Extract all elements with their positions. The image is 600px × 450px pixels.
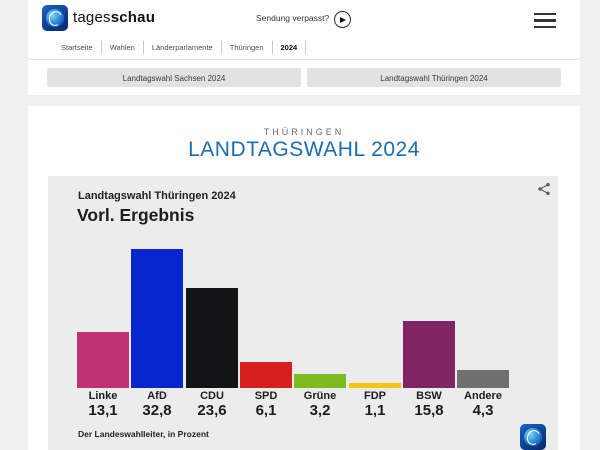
bar-label-Grüne: Grüne	[303, 390, 337, 402]
bar-value-SPD: 6,1	[255, 402, 277, 419]
tagesschau-watermark-icon	[520, 424, 546, 450]
breadcrumb-divider	[271, 40, 273, 54]
breadcrumb-divider	[142, 40, 144, 54]
bar-value-Linke: 13,1	[88, 402, 118, 419]
bar-AfD	[131, 249, 183, 388]
globe-icon	[524, 428, 542, 446]
breadcrumb-divider	[220, 40, 222, 54]
brand-bold: schau	[110, 9, 156, 26]
bar-label-AfD: AfD	[147, 390, 167, 402]
hamburger-menu-icon[interactable]	[534, 13, 556, 32]
bar-value-BSW: 15,8	[414, 402, 444, 419]
breadcrumb-2024[interactable]: 2024	[280, 42, 298, 52]
globe-icon	[46, 9, 64, 27]
breadcrumb-divider	[305, 40, 307, 54]
breadcrumb-divider	[100, 40, 102, 54]
result-chart-card: Landtagswahl Thüringen 2024 Vorl. Ergebn…	[48, 176, 558, 450]
bar-Andere	[457, 370, 509, 388]
bar-value-FDP: 1,1	[364, 402, 386, 419]
header-divider	[28, 59, 580, 60]
tagesschau-logo-icon[interactable]	[42, 5, 68, 31]
breadcrumb-thueringen[interactable]: Thüringen	[229, 42, 264, 52]
bar-label-FDP: FDP	[364, 390, 386, 402]
bar-label-Linke: Linke	[88, 390, 118, 402]
main-content: THÜRINGEN LANDTAGSWAHL 2024 Landtagswahl…	[28, 106, 580, 450]
bar-BSW	[403, 321, 455, 388]
bar-value-AfD: 32,8	[142, 402, 172, 419]
bar-FDP	[349, 383, 401, 388]
bar-Linke	[77, 332, 129, 388]
bar-value-Grüne: 3,2	[309, 402, 331, 419]
breadcrumb: Startseite Wahlen Länderparlamente Thüri…	[53, 40, 307, 54]
bar-label-SPD: SPD	[254, 390, 278, 402]
breadcrumb-wahlen[interactable]: Wahlen	[109, 42, 135, 52]
bar-label-BSW: BSW	[416, 390, 442, 402]
page-title: LANDTAGSWAHL 2024	[188, 138, 420, 161]
sendung-verpasst-link[interactable]: Sendung verpasst?	[256, 13, 330, 23]
bar-SPD	[240, 362, 292, 388]
share-icon[interactable]	[537, 182, 551, 196]
brand-regular: tages	[73, 9, 111, 26]
breadcrumb-laenderparlamente[interactable]: Länderparlamente	[151, 42, 213, 52]
bar-label-CDU: CDU	[200, 390, 224, 402]
chart-subtitle: Vorl. Ergebnis	[77, 205, 195, 225]
site-header-block: tagesschau Sendung verpasst? Startseite …	[28, 0, 580, 95]
bar-CDU	[186, 288, 238, 388]
chart-source-note: Der Landeswahlleiter, in Prozent	[78, 429, 209, 439]
chart-title: Landtagswahl Thüringen 2024	[78, 190, 236, 202]
button-landtagswahl-thueringen[interactable]: Landtagswahl Thüringen 2024	[307, 68, 561, 87]
page-kicker: THÜRINGEN	[263, 127, 345, 137]
bar-Grüne	[294, 374, 346, 388]
button-landtagswahl-sachsen[interactable]: Landtagswahl Sachsen 2024	[47, 68, 301, 87]
bar-value-CDU: 23,6	[197, 402, 227, 419]
bar-value-Andere: 4,3	[472, 402, 494, 419]
breadcrumb-startseite[interactable]: Startseite	[61, 42, 93, 52]
play-icon[interactable]	[334, 11, 351, 28]
brand-wordmark[interactable]: tagesschau	[73, 9, 155, 26]
bar-label-Andere: Andere	[464, 390, 502, 402]
